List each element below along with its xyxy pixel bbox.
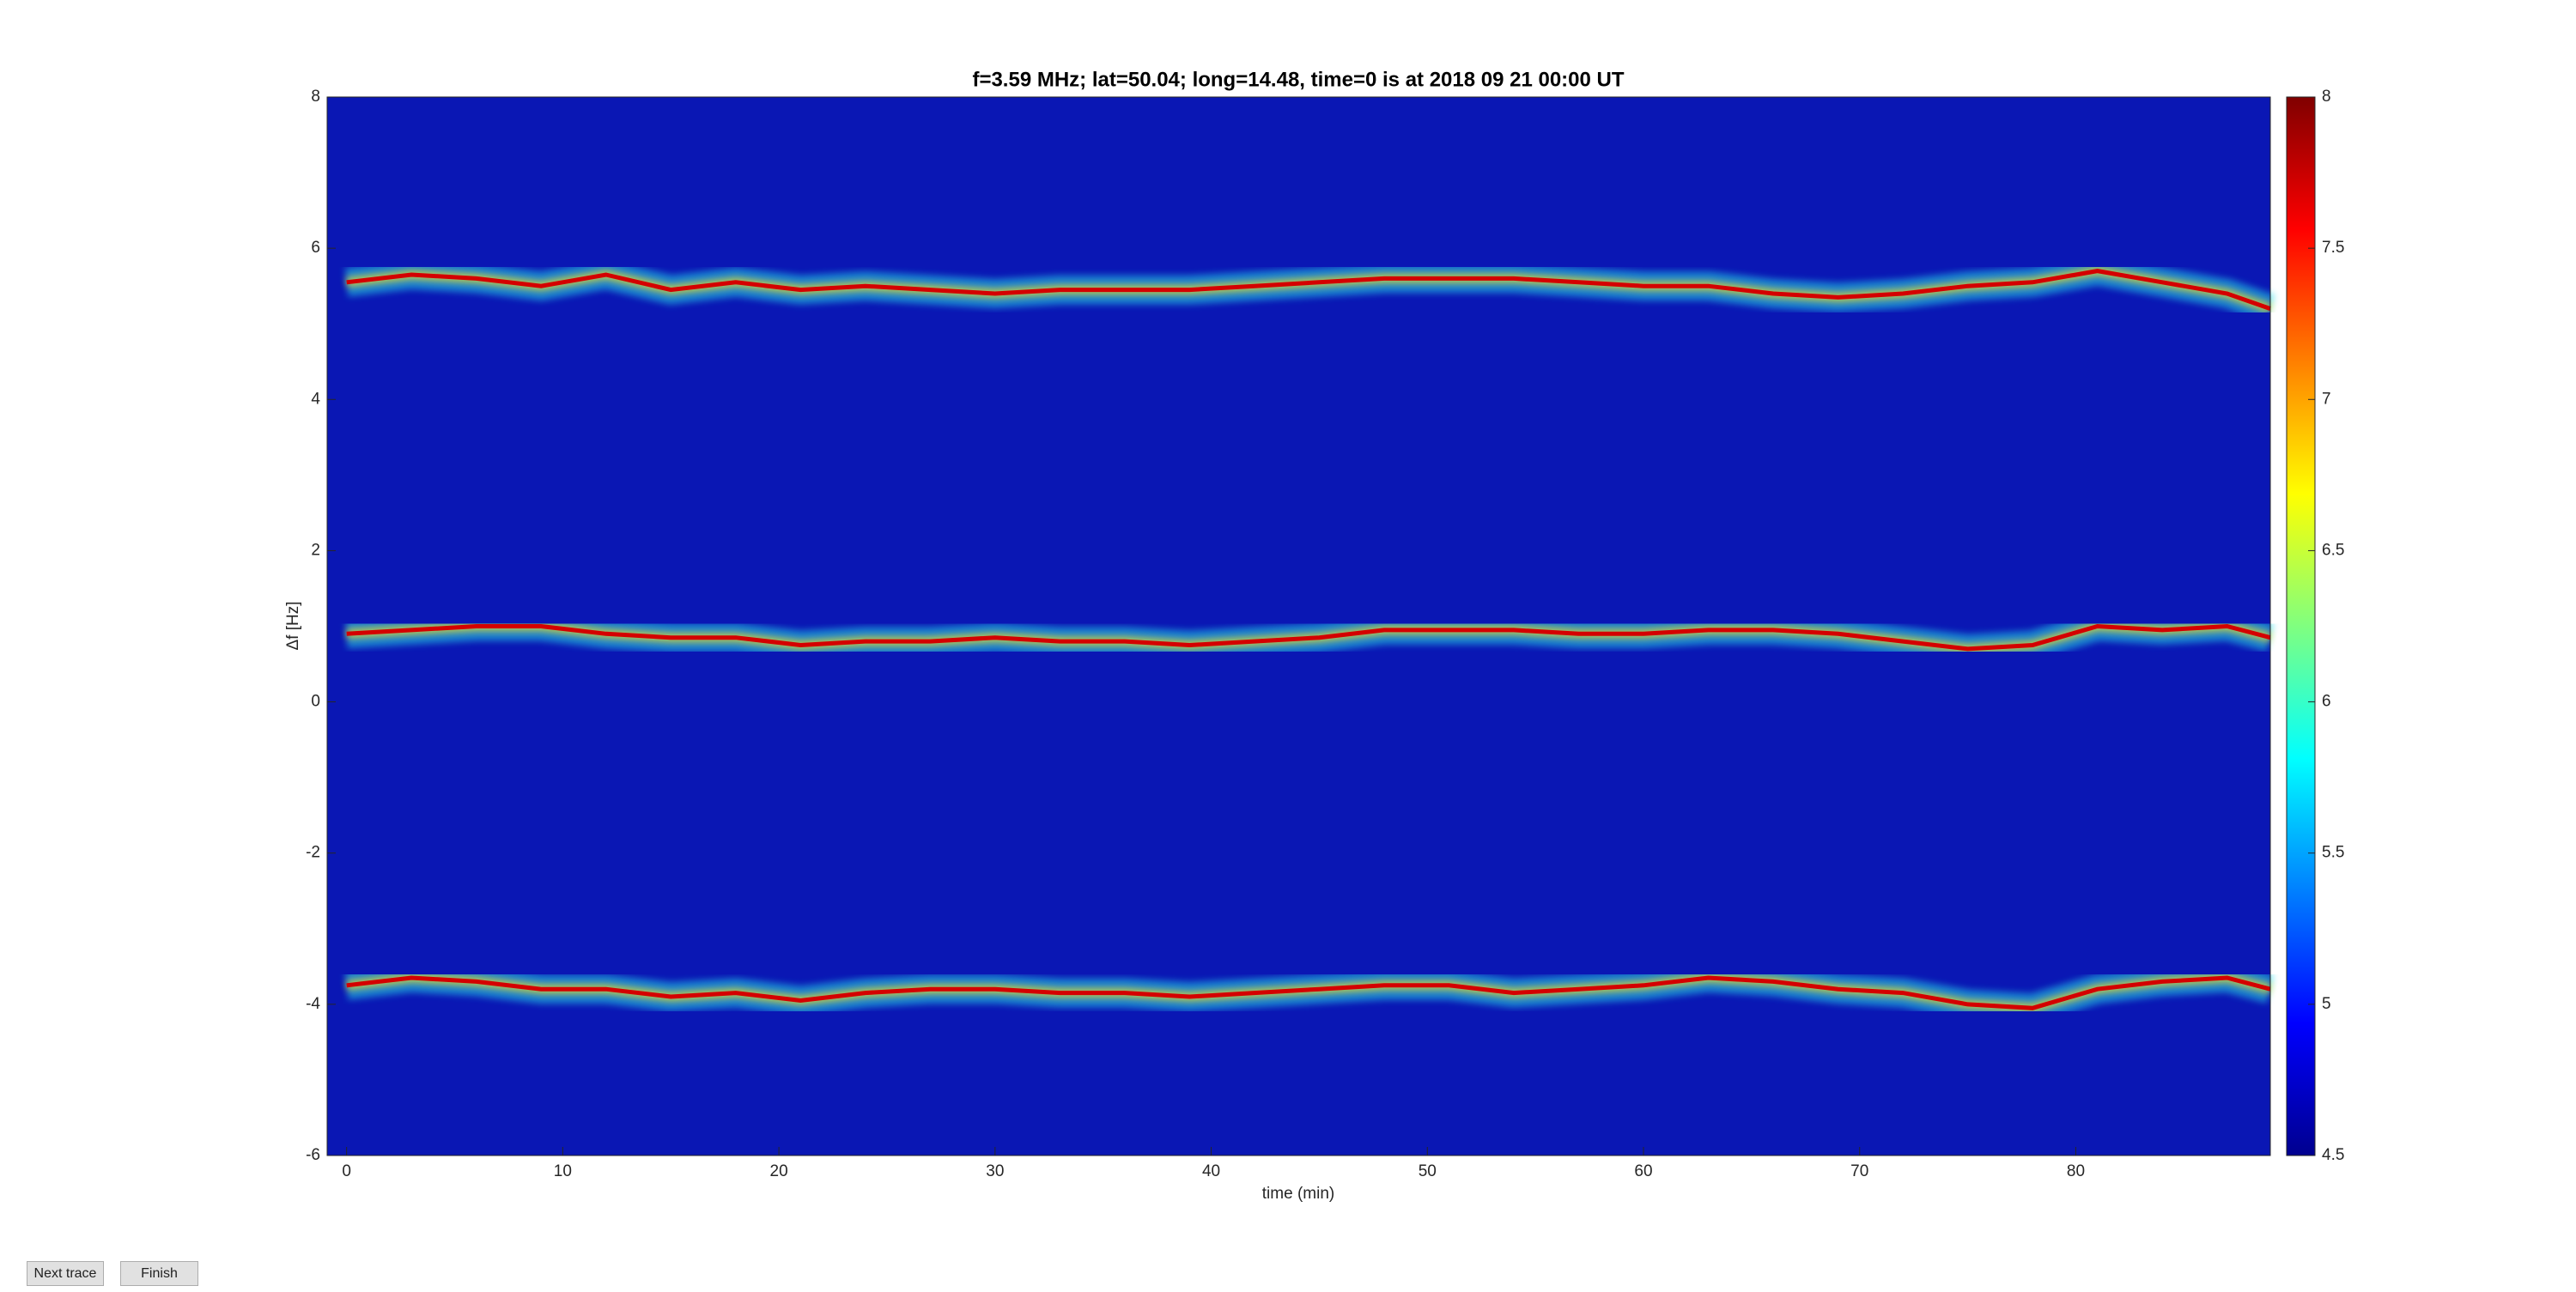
- y-tick-label: 4: [311, 390, 320, 408]
- x-tick-label: 40: [1202, 1162, 1220, 1180]
- x-tick-label: 0: [342, 1162, 351, 1180]
- plot-frame: [326, 96, 2271, 1156]
- x-tick-label: 60: [1634, 1162, 1652, 1180]
- x-tick-label: 20: [770, 1162, 788, 1180]
- colorbar-tick-label: 4.5: [2322, 1146, 2344, 1164]
- y-tick-label: 8: [311, 88, 320, 106]
- x-axis-label: time (min): [1262, 1185, 1334, 1203]
- trace: [346, 975, 2271, 1010]
- x-tick-label: 30: [986, 1162, 1004, 1180]
- finish-button[interactable]: Finish: [120, 1261, 198, 1286]
- trace: [346, 623, 2271, 652]
- y-tick-label: -4: [306, 995, 320, 1013]
- trace: [346, 269, 2271, 311]
- colorbar-tick-label: 8: [2322, 88, 2331, 106]
- colorbar: [2286, 96, 2316, 1156]
- y-tick-label: -2: [306, 844, 320, 862]
- colorbar-tick-label: 5.5: [2322, 844, 2344, 862]
- x-tick-label: 50: [1419, 1162, 1437, 1180]
- y-tick-label: 0: [311, 693, 320, 711]
- y-axis-label: Δf [Hz]: [284, 601, 302, 650]
- colorbar-tick-label: 7.5: [2322, 239, 2344, 257]
- x-tick-label: 80: [2067, 1162, 2085, 1180]
- next-trace-button[interactable]: Next trace: [27, 1261, 104, 1286]
- y-tick-label: 6: [311, 239, 320, 257]
- chart-title: f=3.59 MHz; lat=50.04; long=14.48, time=…: [972, 68, 1624, 91]
- colorbar-tick-label: 6: [2322, 693, 2331, 711]
- colorbar-tick-label: 5: [2322, 995, 2331, 1013]
- x-tick-label: 10: [554, 1162, 572, 1180]
- colorbar-tick-label: 6.5: [2322, 541, 2344, 559]
- x-tick-label: 70: [1850, 1162, 1868, 1180]
- chart: f=3.59 MHz; lat=50.04; long=14.48, time=…: [284, 68, 2344, 1203]
- colorbar-tick-label: 7: [2322, 390, 2331, 408]
- y-tick-label: 2: [311, 541, 320, 559]
- y-tick-label: -6: [306, 1146, 320, 1164]
